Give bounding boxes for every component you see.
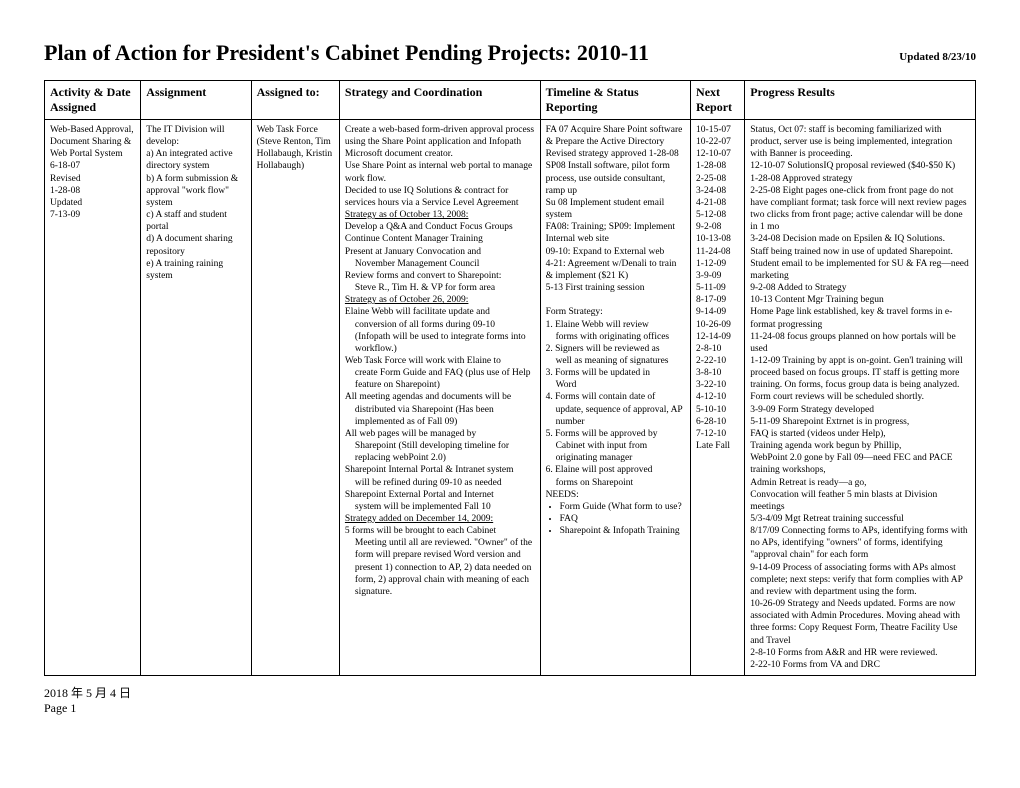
title-row: Plan of Action for President's Cabinet P… (44, 40, 976, 66)
col-next: Next Report (691, 81, 745, 120)
cell-next-report: 10-15-07 10-22-07 12-10-07 1-28-08 2-25-… (691, 120, 745, 676)
col-progress: Progress Results (745, 81, 976, 120)
col-assigned: Assigned to: (251, 81, 339, 120)
projects-table: Activity & Date Assigned Assignment Assi… (44, 80, 976, 676)
cell-assigned-to: Web Task Force (Steve Renton, Tim Hollab… (251, 120, 339, 676)
col-assignment: Assignment (141, 81, 251, 120)
table-row: Web-Based Approval, Document Sharing & W… (45, 120, 976, 676)
col-activity: Activity & Date Assigned (45, 81, 141, 120)
updated-label: Updated 8/23/10 (899, 51, 976, 63)
footer: 2018 年 5 月 4 日 Page 1 (44, 684, 976, 716)
col-strategy: Strategy and Coordination (339, 81, 540, 120)
col-timeline: Timeline & Status Reporting (540, 81, 690, 120)
cell-assignment: The IT Division will develop: a) An inte… (141, 120, 251, 676)
cell-strategy: Create a web-based form-driven approval … (339, 120, 540, 676)
cell-progress: Status, Oct 07: staff is becoming famili… (745, 120, 976, 676)
page-title: Plan of Action for President's Cabinet P… (44, 40, 649, 66)
footer-page: Page 1 (44, 701, 976, 716)
needs-list: Form Guide (What form to use? FAQ Sharep… (546, 501, 685, 537)
cell-activity: Web-Based Approval, Document Sharing & W… (45, 120, 141, 676)
cell-timeline: FA 07 Acquire Share Point software & Pre… (540, 120, 690, 676)
footer-date: 2018 年 5 月 4 日 (44, 684, 976, 701)
table-header-row: Activity & Date Assigned Assignment Assi… (45, 81, 976, 120)
